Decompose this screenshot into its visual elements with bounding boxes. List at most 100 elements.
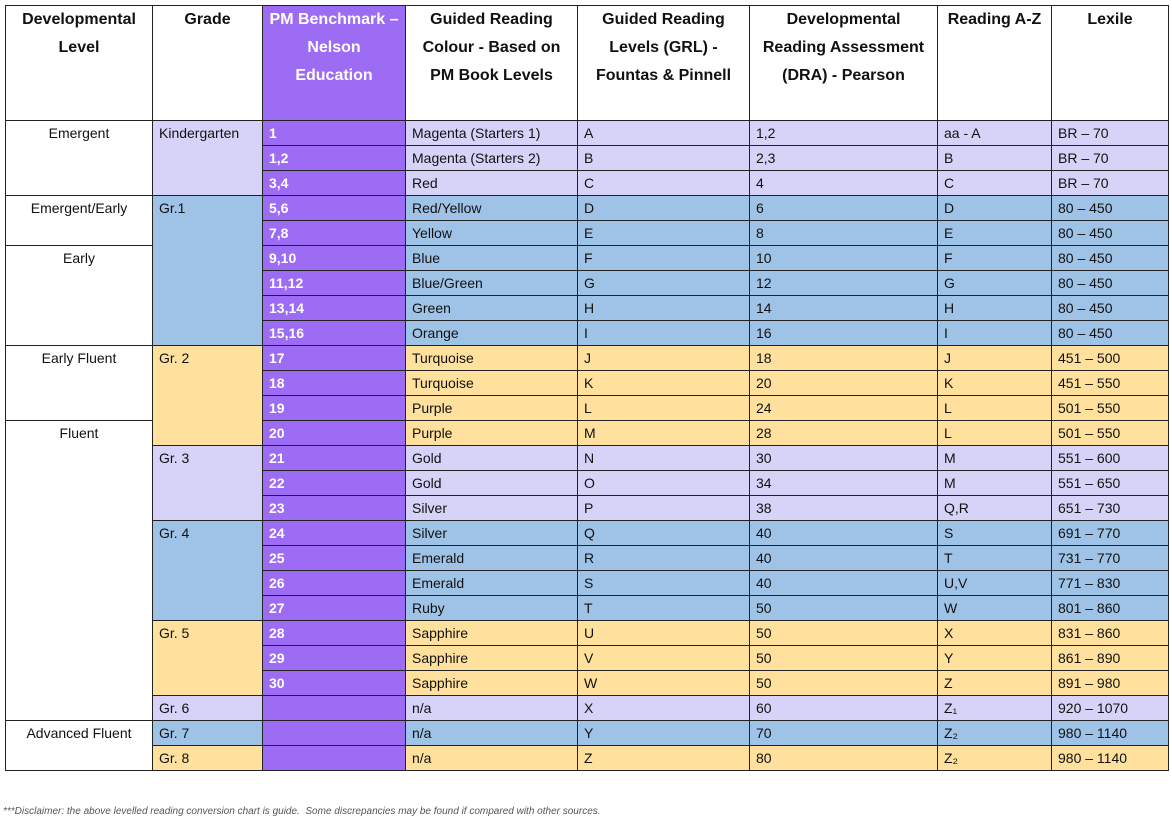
grade-cell: Gr. 8	[152, 745, 263, 771]
cell: B	[577, 145, 750, 171]
cell: W	[577, 670, 750, 696]
cell: 3,4	[262, 170, 406, 196]
cell: 13,14	[262, 295, 406, 321]
cell: L	[937, 395, 1052, 421]
table-row: Gr. 5 28 Sapphire U 50 X 831 – 860	[6, 620, 1169, 696]
table-row: Advanced Fluent Gr. 7 n/a Y 70 Z₂ 980 – 1140	[5, 720, 1169, 771]
cell	[262, 720, 406, 746]
cell: E	[577, 220, 750, 246]
table-row: 3,4 Red C 4 C BR – 70	[6, 170, 1169, 196]
table-row: Gr. 6 n/a X 60 Z₁ 920 – 1070	[6, 695, 1169, 721]
cell: M	[577, 420, 750, 446]
grade-cell: Gr.1	[152, 195, 263, 346]
table-row: Gr. 3 21 Gold N 30 M 551 – 600	[6, 445, 1169, 521]
grade-cell: Kindergarten	[152, 120, 263, 196]
cell: X	[577, 695, 750, 721]
cell: Silver	[405, 495, 578, 521]
cell: 40	[749, 545, 938, 571]
column-header: Grade	[152, 5, 263, 121]
table-row: 19 Purple L 24 L 501 – 550	[6, 395, 1169, 421]
cell: Z₂	[937, 720, 1052, 746]
cell: F	[937, 245, 1052, 271]
cell: 30	[749, 445, 938, 471]
cell: T	[577, 595, 750, 621]
level-cell: Emergent	[5, 120, 153, 196]
cell: P	[577, 495, 750, 521]
cell: 28	[749, 420, 938, 446]
cell: BR – 70	[1051, 120, 1169, 146]
cell: 9,10	[262, 245, 406, 271]
cell: 7,8	[262, 220, 406, 246]
cell: 17	[262, 345, 406, 371]
cell: 551 – 600	[1051, 445, 1169, 471]
cell: I	[937, 320, 1052, 346]
cell: 22	[262, 470, 406, 496]
cell: D	[937, 195, 1052, 221]
cell: 12	[749, 270, 938, 296]
column-header: PM Benchmark – Nelson Education	[262, 5, 406, 121]
table-row: 25 Emerald R 40 T 731 – 770	[6, 545, 1169, 571]
cell: 26	[262, 570, 406, 596]
cell: 80 – 450	[1051, 245, 1169, 271]
table-row: Gr. 8 n/a Z 80 Z₂ 980 – 1140	[6, 745, 1169, 771]
cell: E	[937, 220, 1052, 246]
cell: S	[577, 570, 750, 596]
grade-cell: Gr. 5	[152, 620, 263, 696]
cell: 15,16	[262, 320, 406, 346]
column-header: Guided Reading Colour - Based on PM Book…	[405, 5, 578, 121]
cell: 6	[749, 195, 938, 221]
cell: Sapphire	[405, 645, 578, 671]
cell: 50	[749, 595, 938, 621]
cell	[262, 695, 406, 721]
cell: K	[937, 370, 1052, 396]
cell: K	[577, 370, 750, 396]
column-header: Developmental Reading Assessment (DRA) -…	[749, 5, 938, 121]
grade-cell: Gr. 2	[152, 345, 263, 446]
level-cell: Emergent/Early	[5, 195, 153, 246]
cell: Turquoise	[405, 370, 578, 396]
level-cell: Early Fluent	[5, 345, 153, 421]
table-row: Emergent Kindergarten 1 Magenta (Starters 1…	[5, 120, 1169, 196]
cell: L	[937, 420, 1052, 446]
cell: 60	[749, 695, 938, 721]
table-row: Early 9,10 Blue F 10 F 80 – 450	[5, 245, 1169, 346]
cell: 19	[262, 395, 406, 421]
table-row: Fluent 20 Purple M 28 L 501 – 550	[5, 420, 1169, 721]
cell: J	[577, 345, 750, 371]
cell: 451 – 550	[1051, 370, 1169, 396]
cell: Q,R	[937, 495, 1052, 521]
cell: Emerald	[405, 545, 578, 571]
table-row: Early Fluent Gr. 2 17 Turquoise J 18 J 451 – 50…	[5, 345, 1169, 446]
cell: 451 – 500	[1051, 345, 1169, 371]
cell: Purple	[405, 420, 578, 446]
column-header: Guided Reading Levels (GRL) - Fountas & …	[577, 5, 750, 121]
cell: G	[577, 270, 750, 296]
header-row: Developmental Level Grade PM Benchmark – N…	[5, 5, 1169, 121]
cell: R	[577, 545, 750, 571]
cell: G	[937, 270, 1052, 296]
cell: Emerald	[405, 570, 578, 596]
grade-cell: Gr. 6	[152, 695, 263, 721]
cell: 8	[749, 220, 938, 246]
cell: Purple	[405, 395, 578, 421]
cell: 10	[749, 245, 938, 271]
cell: H	[577, 295, 750, 321]
cell: 38	[749, 495, 938, 521]
table-row: 27 Ruby T 50 W 801 – 860	[6, 595, 1169, 621]
cell: Silver	[405, 520, 578, 546]
cell: 1,2	[749, 120, 938, 146]
cell: 80	[749, 745, 938, 771]
cell: 80 – 450	[1051, 195, 1169, 221]
table-row: 29 Sapphire V 50 Y 861 – 890	[6, 645, 1169, 671]
cell: 27	[262, 595, 406, 621]
cell: 29	[262, 645, 406, 671]
cell: 551 – 650	[1051, 470, 1169, 496]
cell: Red	[405, 170, 578, 196]
cell: 24	[749, 395, 938, 421]
column-header: Reading A-Z	[937, 5, 1052, 121]
cell: 50	[749, 645, 938, 671]
cell: 50	[749, 670, 938, 696]
cell: 25	[262, 545, 406, 571]
cell: 11,12	[262, 270, 406, 296]
cell: 691 – 770	[1051, 520, 1169, 546]
